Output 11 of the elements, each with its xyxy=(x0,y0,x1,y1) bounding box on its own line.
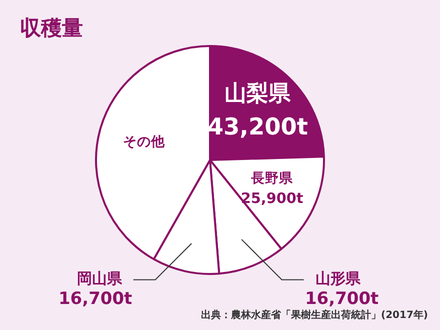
data-label: 25,900t xyxy=(240,191,304,208)
source-note: 出典：農林水産省「果樹生産出荷統計」(2017年) xyxy=(201,308,428,322)
data-label: 43,200t xyxy=(207,113,308,140)
data-label: 16,700t xyxy=(304,289,379,310)
slice-label: 山梨県 xyxy=(224,82,292,107)
slice-label: 岡山県 xyxy=(76,270,123,288)
slice-label: 長野県 xyxy=(250,170,294,186)
slice-label: その他 xyxy=(122,134,166,150)
slice-label: 山形県 xyxy=(315,270,362,288)
chart-title: 収穫量 xyxy=(20,15,83,42)
data-label: 16,700t xyxy=(58,289,132,310)
